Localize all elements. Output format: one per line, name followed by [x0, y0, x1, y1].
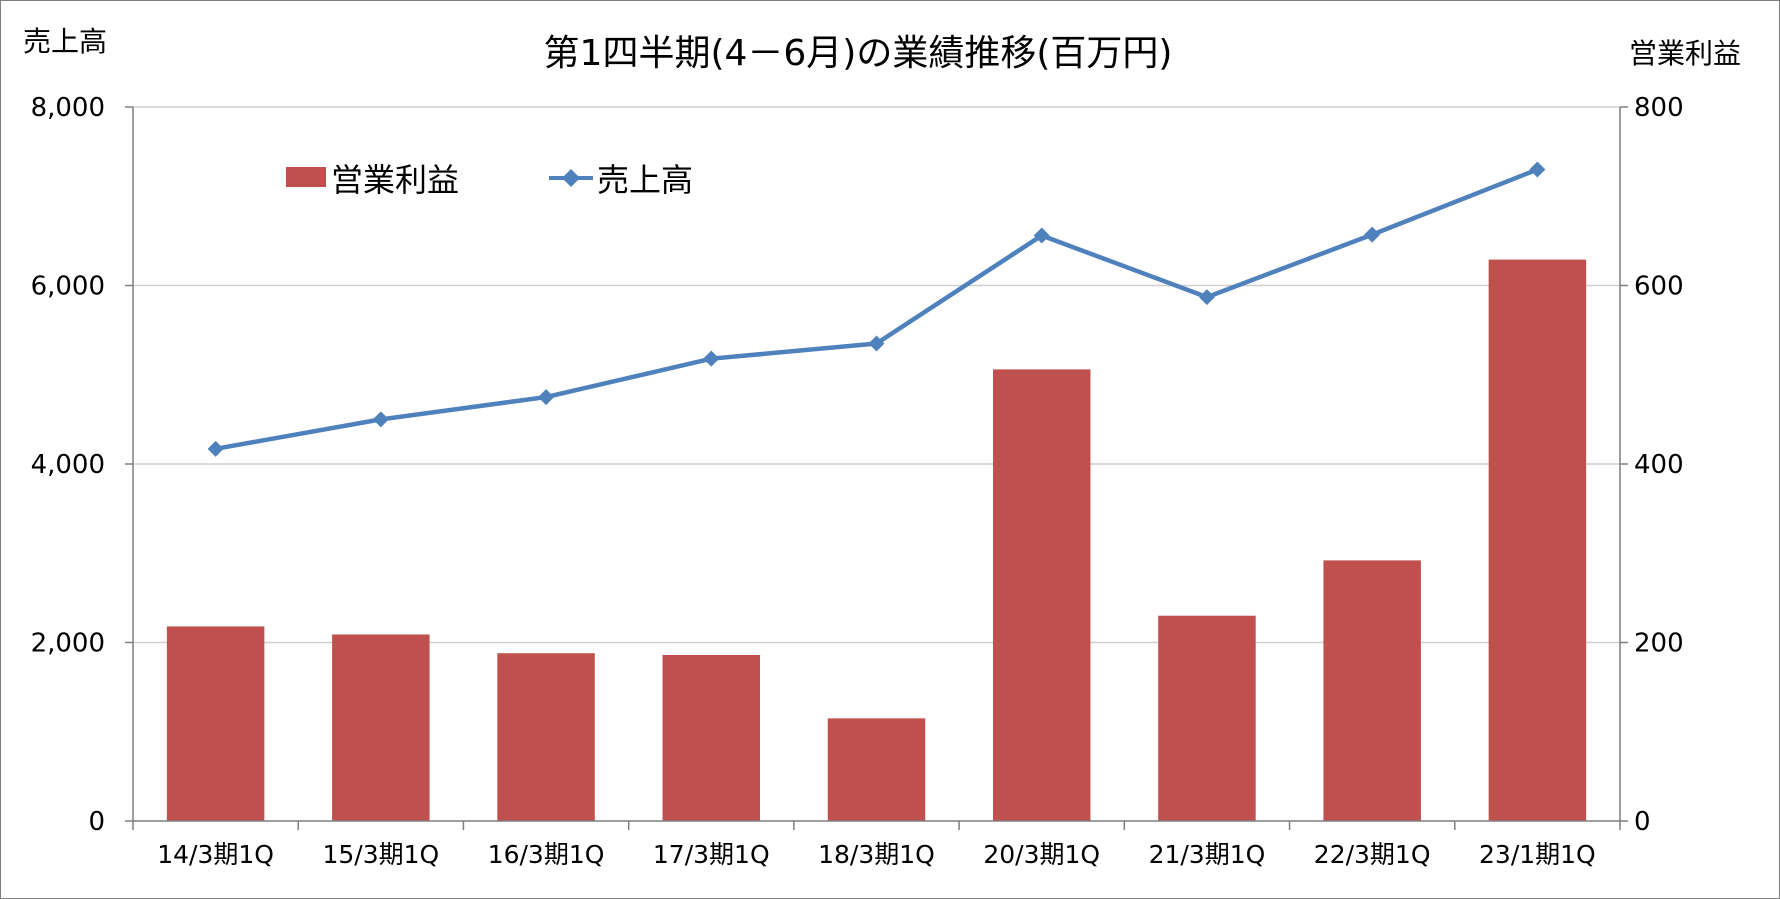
left-tick-label-1: 2,000 — [31, 629, 105, 659]
right-tick-label-4: 800 — [1634, 93, 1684, 123]
sales-point-7 — [1364, 226, 1381, 243]
bar-operating-profit-3 — [662, 654, 761, 821]
category-label-1: 15/3期1Q — [322, 840, 439, 869]
category-label-4: 18/3期1Q — [818, 840, 935, 869]
right-tick-label-1: 200 — [1634, 629, 1684, 659]
sales-line — [215, 167, 1539, 452]
right-tick-label-0: 0 — [1634, 807, 1651, 837]
sales-point-8 — [1529, 161, 1546, 178]
category-label-0: 14/3期1Q — [157, 840, 274, 869]
left-tick-label-0: 0 — [88, 807, 105, 837]
bar-operating-profit-6 — [1158, 615, 1256, 821]
legend-label-sales: 売上高 — [597, 161, 693, 199]
sales-point-0 — [207, 440, 224, 457]
category-label-2: 16/3期1Q — [488, 840, 605, 869]
legend: 営業利益 売上高 — [286, 161, 693, 199]
left-axis-title: 売上高 — [23, 25, 107, 58]
legend-marker-sales — [562, 169, 580, 187]
bar-operating-profit-5 — [992, 369, 1091, 821]
bar-operating-profit-0 — [166, 626, 265, 821]
right-tick-label-3: 600 — [1634, 272, 1684, 302]
chart-title: 第1四半期(4－6月)の業績推移(百万円) — [544, 33, 1173, 74]
sales-point-1 — [372, 411, 389, 428]
left-tick-label-3: 6,000 — [31, 272, 105, 302]
legend-swatch-operating-profit — [286, 167, 326, 187]
sales-point-5 — [1033, 227, 1050, 244]
left-tick-label-4: 8,000 — [31, 93, 105, 123]
bar-operating-profit-2 — [497, 653, 595, 821]
line-series-sales — [207, 161, 1546, 457]
sales-point-2 — [538, 389, 555, 406]
bar-operating-profit-1 — [332, 634, 430, 821]
sales-point-6 — [1198, 289, 1215, 306]
left-axis-ticks: 0 2,000 4,000 6,000 8,000 — [31, 93, 133, 837]
sales-point-3 — [703, 350, 720, 367]
bar-operating-profit-4 — [827, 718, 926, 821]
category-label-5: 20/3期1Q — [983, 840, 1100, 869]
right-axis-ticks: 0 200 400 600 800 — [1620, 93, 1684, 837]
right-axis-title: 営業利益 — [1629, 37, 1741, 70]
category-label-3: 17/3期1Q — [653, 840, 770, 869]
bar-series-operating-profit — [166, 259, 1587, 821]
bar-operating-profit-8 — [1488, 259, 1587, 821]
sales-point-4 — [868, 335, 885, 352]
left-tick-label-2: 4,000 — [31, 450, 105, 480]
category-label-7: 22/3期1Q — [1314, 840, 1431, 869]
legend-label-operating-profit: 営業利益 — [331, 161, 459, 199]
category-label-8: 23/1期1Q — [1479, 840, 1596, 869]
bar-operating-profit-7 — [1323, 560, 1421, 821]
right-tick-label-2: 400 — [1634, 450, 1684, 480]
category-labels: 14/3期1Q 15/3期1Q 16/3期1Q 17/3期1Q 18/3期1Q 20/3期… — [157, 840, 1596, 869]
category-label-6: 21/3期1Q — [1149, 840, 1266, 869]
